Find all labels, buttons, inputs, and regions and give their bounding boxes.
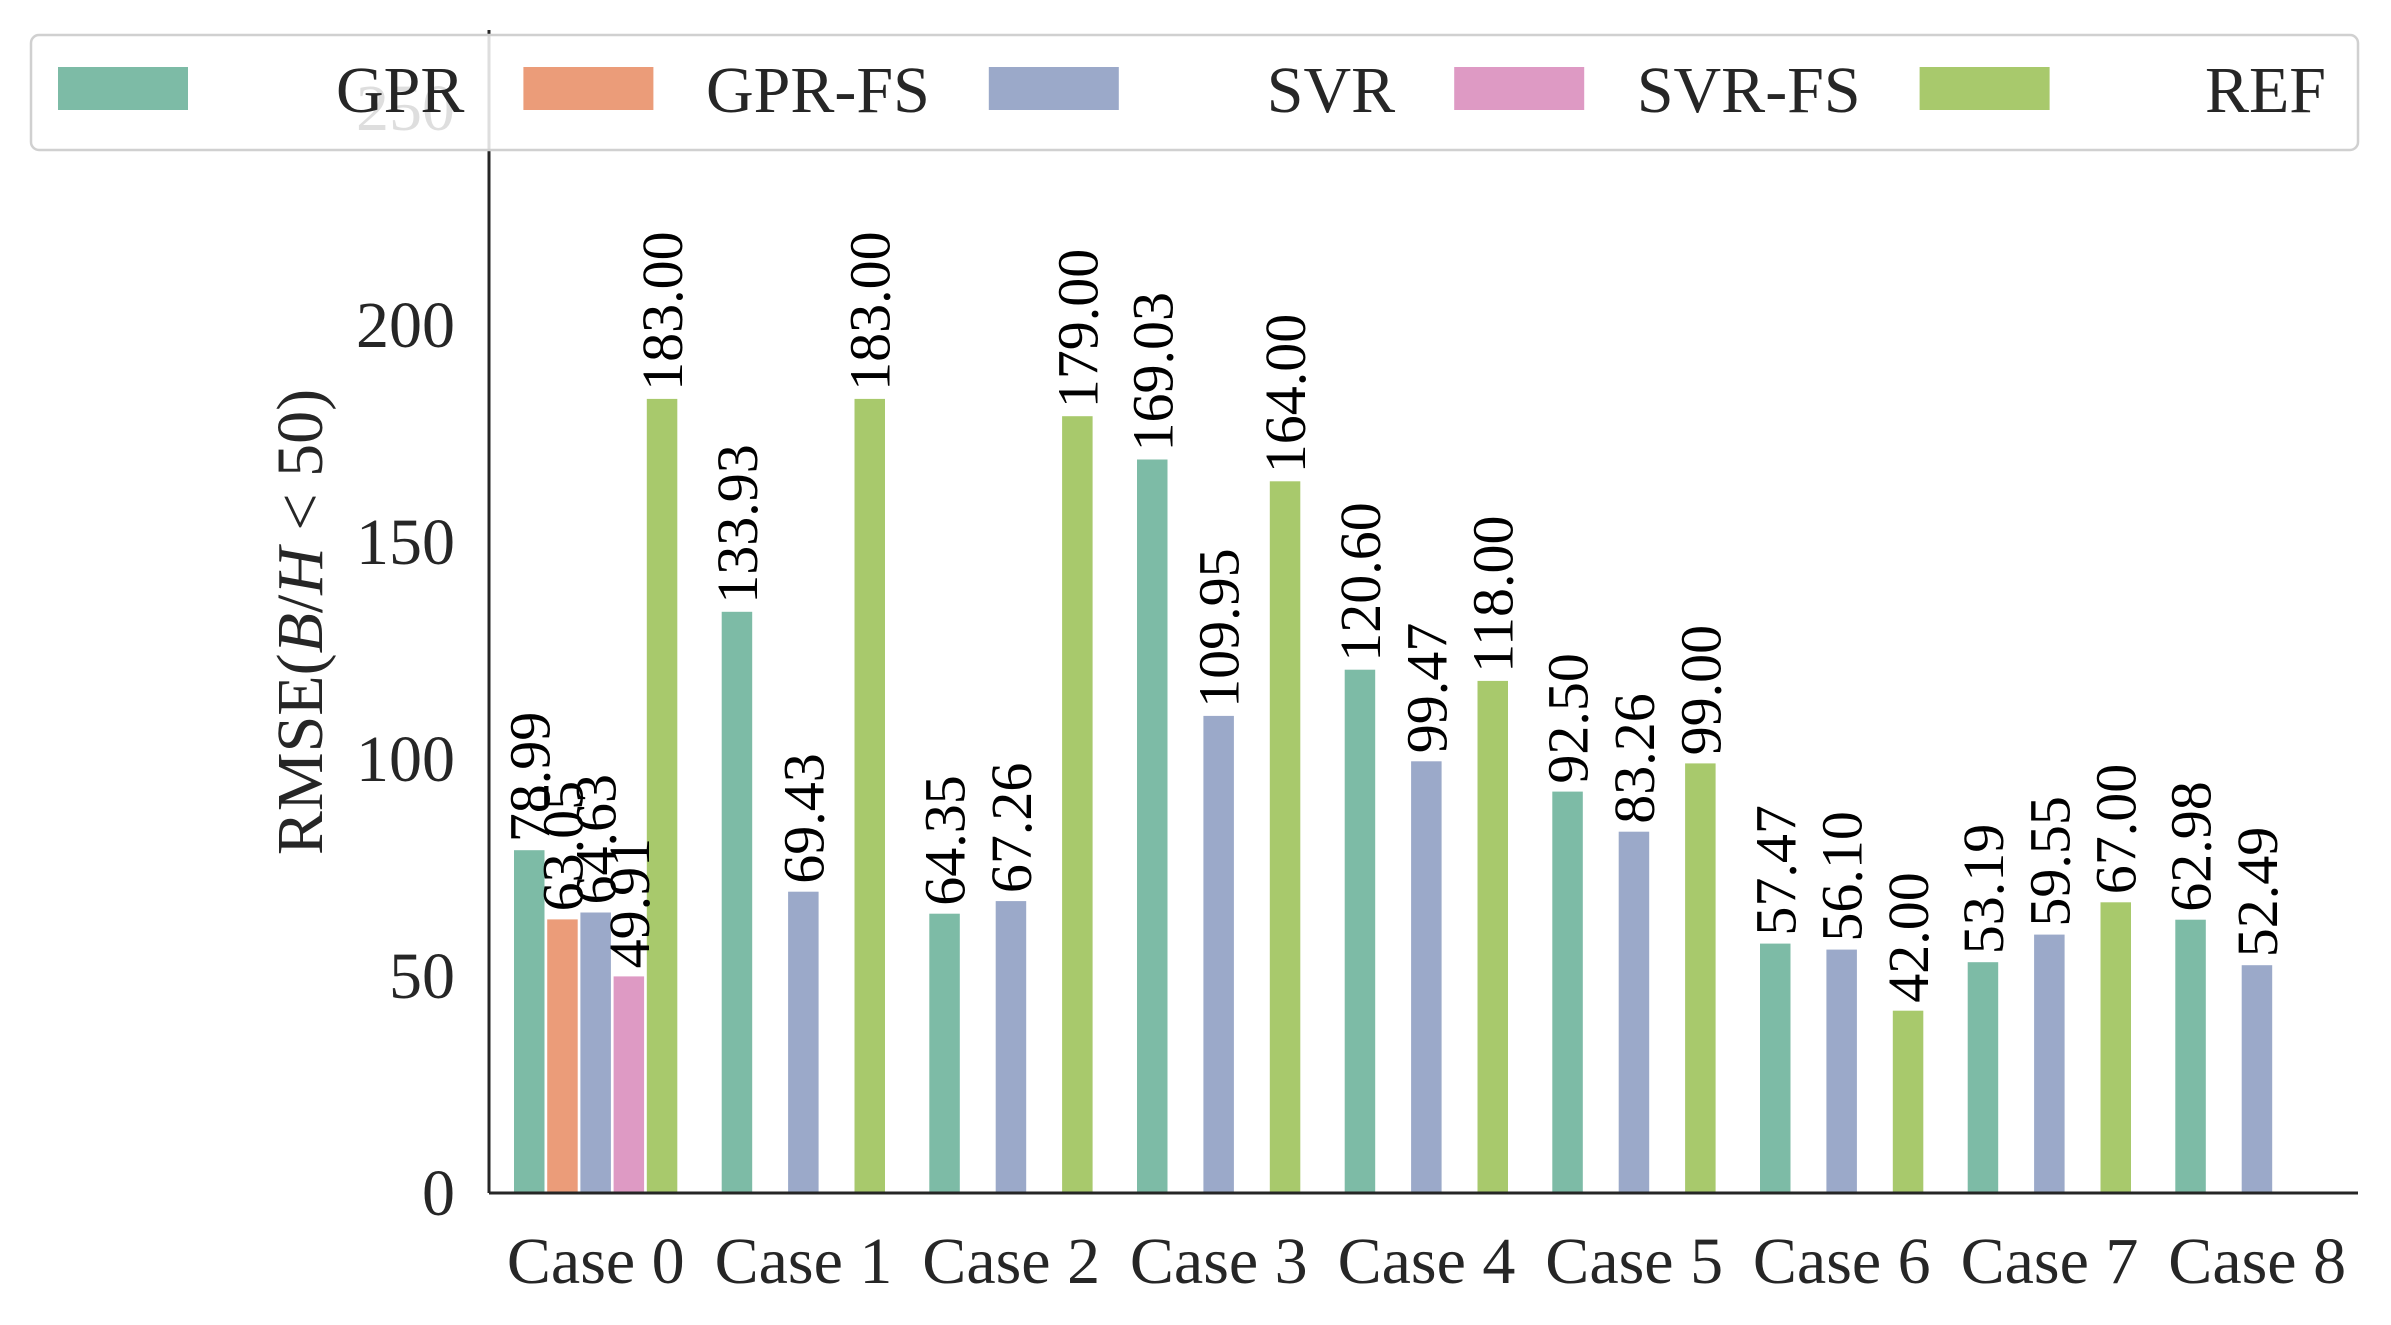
- data-label-svr-fs-0: 49.91: [597, 838, 662, 969]
- y-tick-label: 100: [356, 723, 455, 796]
- bar-gpr-4: [1344, 669, 1376, 1193]
- y-tick-label: 200: [356, 289, 455, 362]
- legend-swatch-gpr: [58, 67, 188, 110]
- bar-svr-3: [1203, 715, 1234, 1193]
- bar-gpr-2: [929, 913, 960, 1193]
- data-label-svr-2: 67.26: [979, 763, 1044, 894]
- data-label-gpr-8: 62.98: [2159, 781, 2224, 912]
- bar-ref-2: [1062, 416, 1093, 1193]
- data-label-ref-5: 99.00: [1668, 625, 1733, 756]
- bar-ref-4: [1477, 680, 1508, 1193]
- x-tick-label: Case 7: [1961, 1225, 2139, 1298]
- data-label-svr-6: 56.10: [1810, 811, 1875, 942]
- bar-gpr-fs-0: [547, 919, 578, 1193]
- bar-svr-7: [2034, 934, 2065, 1193]
- legend-swatch-gpr-fs: [523, 67, 654, 110]
- bar-ref-1: [854, 398, 885, 1193]
- data-label-ref-6: 42.00: [1876, 872, 1941, 1003]
- bar-ref-3: [1269, 481, 1301, 1193]
- legend-swatch-svr-fs: [1454, 67, 1585, 110]
- bar-ref-0: [646, 398, 678, 1193]
- legend-frame: [29, 33, 2360, 152]
- bar-svr-5: [1618, 831, 1650, 1193]
- legend: GPR GPR-FS SVR SVR-FS REF: [29, 33, 2360, 152]
- legend-label-gpr: GPR: [336, 54, 464, 127]
- data-label-ref-0: 183.00: [630, 231, 695, 391]
- legend-swatch-svr: [988, 67, 1119, 110]
- bar-gpr-6: [1760, 943, 1791, 1193]
- x-tick-label: Case 0: [507, 1225, 685, 1298]
- legend-label-svr: SVR: [1267, 54, 1395, 127]
- data-label-gpr-0: 78.99: [497, 712, 562, 843]
- bar-gpr-8: [2175, 919, 2206, 1193]
- data-label-svr-5: 83.26: [1602, 693, 1667, 824]
- legend-swatch-ref: [1919, 67, 2050, 110]
- bar-svr-fs-0: [613, 976, 645, 1193]
- data-label-ref-3: 164.00: [1253, 314, 1318, 474]
- data-label-svr-4: 99.47: [1394, 623, 1459, 754]
- bar-svr-2: [995, 901, 1027, 1193]
- bar-svr-0: [580, 912, 611, 1193]
- bars-layer: [514, 398, 2273, 1194]
- bar-svr-4: [1411, 761, 1442, 1193]
- x-tick-label: Case 8: [2168, 1225, 2346, 1298]
- data-label-gpr-5: 92.50: [1536, 653, 1601, 784]
- x-tick-label: Case 5: [1545, 1225, 1723, 1298]
- data-label-svr-1: 69.43: [771, 753, 836, 884]
- data-label-gpr-fs-0: 63.05: [531, 781, 596, 912]
- data-label-svr-7: 59.55: [2017, 796, 2082, 927]
- bar-gpr-0: [514, 850, 545, 1193]
- data-label-ref-1: 183.00: [838, 231, 903, 391]
- data-label-gpr-6: 57.47: [1743, 805, 1808, 936]
- y-tick-label: 50: [389, 940, 455, 1013]
- bar-ref-7: [2100, 902, 2131, 1194]
- x-tick-label: Case 3: [1130, 1225, 1308, 1298]
- data-label-ref-4: 118.00: [1461, 516, 1526, 673]
- data-label-svr-8: 52.49: [2225, 827, 2290, 958]
- data-label-gpr-7: 53.19: [1951, 824, 2016, 955]
- data-label-gpr-2: 64.35: [913, 775, 978, 906]
- data-label-ref-2: 179.00: [1045, 249, 1110, 409]
- x-tick-label: Case 4: [1338, 1225, 1516, 1298]
- bar-ref-6: [1892, 1010, 1924, 1193]
- data-label-gpr-3: 169.03: [1120, 292, 1185, 452]
- bar-gpr-7: [1967, 962, 1999, 1193]
- x-tick-label: Case 6: [1753, 1225, 1931, 1298]
- legend-label-ref: REF: [2205, 54, 2326, 127]
- x-tick-label: Case 2: [922, 1225, 1100, 1298]
- legend-label-svr-fs: SVR-FS: [1637, 54, 1861, 127]
- data-label-gpr-1: 133.93: [705, 444, 770, 604]
- data-label-svr-0: 64.63: [564, 774, 629, 905]
- bar-gpr-3: [1137, 459, 1168, 1193]
- bar-svr-6: [1826, 949, 1857, 1193]
- data-label-svr-3: 109.95: [1187, 548, 1252, 708]
- y-axis-title: RMSE(B/H < 50): [264, 389, 337, 855]
- bar-svr-8: [2241, 965, 2273, 1193]
- data-label-gpr-4: 120.60: [1328, 502, 1393, 662]
- y-tick-label: 150: [356, 506, 455, 579]
- legend-label-gpr-fs: GPR-FS: [706, 54, 930, 127]
- bar-ref-5: [1685, 763, 1716, 1193]
- bar-svr-1: [788, 891, 819, 1193]
- x-tick-label: Case 1: [715, 1225, 893, 1298]
- data-label-ref-7: 67.00: [2084, 764, 2149, 895]
- y-tick-label: 0: [422, 1157, 455, 1230]
- data-labels-layer: 78.9963.0564.6349.91183.00133.9369.43183…: [497, 231, 2290, 1002]
- bar-gpr-1: [721, 611, 753, 1193]
- bar-gpr-5: [1552, 791, 1583, 1193]
